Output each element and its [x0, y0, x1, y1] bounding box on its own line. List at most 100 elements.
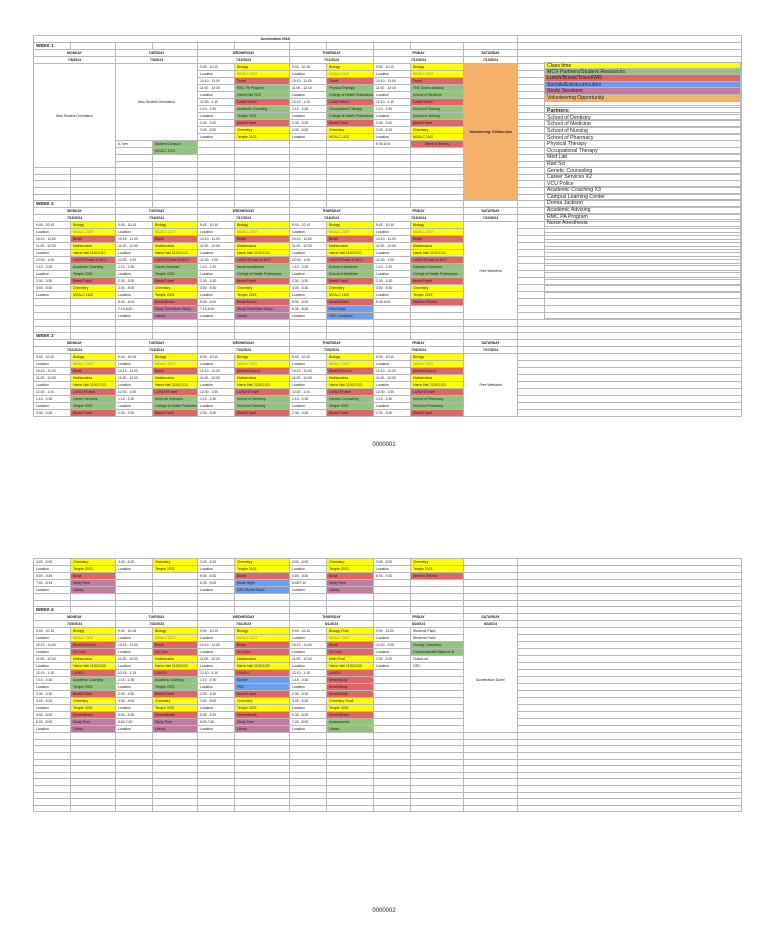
event-cell: Break [326, 572, 374, 580]
partner-item: Campus Learning Center [544, 193, 741, 201]
event-cell: Break [152, 235, 198, 244]
event-cell: Break/Travel [152, 277, 198, 286]
event-cell: Break/Study [326, 676, 374, 685]
time-cell: Location [197, 725, 235, 734]
event-cell: Harris Hall 2110/2120 [326, 249, 374, 258]
time-cell: Location [197, 683, 235, 692]
empty-cell [373, 593, 411, 601]
empty-cell [70, 42, 116, 50]
empty-cell [33, 771, 71, 780]
time-cell: 5:30 - 6:30 [289, 711, 327, 720]
event-cell: Check out [410, 655, 464, 664]
event-cell: GRC Movie Room [234, 586, 290, 594]
empty-cell [517, 732, 742, 740]
event-cell: Break/Travel [234, 409, 290, 418]
time-cell: 9:00 - 10:10 [289, 353, 327, 362]
empty-cell [234, 778, 290, 786]
event-cell: LUNCH/Travel [70, 388, 116, 397]
partner-item: School of Dentistry [544, 114, 741, 122]
time-cell: 3:00 - 5:00 [197, 126, 235, 134]
time-cell: 12:10 - 1:10 [197, 669, 235, 678]
legend-col [517, 579, 742, 587]
event-cell: LUNCH/Travel [152, 388, 198, 397]
event-cell: Mathematics [152, 242, 198, 251]
time-cell: 11:00 - 12:00 [115, 655, 153, 664]
date-header: 8/2/2024 [373, 620, 464, 629]
event-cell: Temple 2023 [234, 565, 290, 573]
empty-cell [410, 173, 464, 182]
event-cell: Dinner/Break [70, 711, 116, 720]
empty-cell [373, 160, 411, 169]
empty-cell [517, 798, 742, 806]
empty-cell [289, 173, 327, 182]
event-cell: College of Health Professions [410, 270, 464, 279]
time-cell: Location [33, 648, 71, 657]
legend-empty-row [544, 226, 741, 234]
event-cell: Chemistry [70, 284, 116, 293]
partner-item: RMC PA Program [544, 213, 741, 221]
time-cell [373, 718, 411, 727]
event-cell: Mathematics [410, 242, 464, 251]
empty-cell [463, 745, 518, 753]
event-cell: Harris Hall 2120/2123 [326, 381, 374, 390]
time-cell [289, 140, 327, 148]
schedule-page-2: 3:00 - 5:00 Chemistry 3:30 - 5:30 Chemistry… [33, 558, 742, 813]
empty-cell [115, 160, 153, 169]
time-cell: Location [289, 634, 327, 643]
time-cell: 5:30 - 6:30 [197, 572, 235, 580]
event-cell: Temple 2023 [234, 291, 290, 300]
empty-cell [463, 771, 518, 780]
legend-category: Lunch/Break/Travel/WR [544, 75, 741, 82]
event-cell: MCALC 2107 [234, 228, 290, 237]
time-cell: Location [289, 704, 327, 713]
time-cell [373, 690, 411, 699]
day-header: WEDNESDAY [197, 207, 290, 216]
event-cell: Chemistry [410, 126, 464, 134]
event-cell: Week in Review [410, 140, 464, 148]
empty-cell [152, 751, 198, 760]
legend-col [517, 346, 743, 355]
time-cell: 2:30 - 3:30 [115, 409, 153, 418]
event-cell: Chemistry [410, 284, 464, 293]
time-cell: Location [197, 270, 235, 279]
date-header: 7/25/2024 [289, 346, 374, 355]
legend-col [517, 402, 743, 411]
time-cell: 6:00-7:30 [197, 718, 235, 727]
empty-cell [373, 200, 411, 209]
time-cell [373, 683, 411, 692]
event-cell: Nurse Anesthesia [234, 263, 290, 272]
event-cell: LUNCH/Travel to MCV [70, 256, 116, 265]
time-cell: Location [373, 228, 411, 237]
empty-cell [152, 738, 198, 747]
partner-item: Physical Therapy [544, 141, 741, 148]
empty-cell [152, 160, 198, 169]
time-cell [33, 312, 71, 321]
event-cell: Travel [326, 77, 374, 85]
day-header: FRIDAY [373, 207, 464, 216]
empty-cell [326, 160, 374, 169]
time-cell: Location [197, 662, 235, 671]
time-cell: 12:00 - 1:00 [289, 256, 327, 265]
empty-cell [234, 606, 290, 615]
empty-cell [115, 798, 153, 806]
time-cell: 2:30 - 3:30 [373, 119, 411, 127]
empty-cell [197, 154, 235, 162]
empty-cell [115, 745, 153, 753]
empty-cell [33, 173, 71, 182]
event-cell: MCALC 2107 [326, 70, 374, 78]
day-header: MONDAY [33, 207, 116, 216]
empty-cell [33, 593, 71, 601]
empty-cell [152, 804, 198, 813]
empty-cell [517, 765, 742, 773]
legend-empty-row [544, 273, 741, 280]
empty-cell [33, 186, 71, 195]
time-cell: Location [373, 291, 411, 300]
event-cell [410, 704, 464, 713]
legend-category: Volunteering Opportunity [544, 94, 741, 102]
event-cell [70, 305, 116, 314]
tuesday-orientation: New Student Orientation [115, 63, 198, 141]
day-header: WEDNESDAY [197, 49, 290, 57]
event-cell: College of Health Professions [234, 270, 290, 279]
empty-cell [410, 804, 464, 813]
event-cell: School of Nursing [410, 112, 464, 120]
